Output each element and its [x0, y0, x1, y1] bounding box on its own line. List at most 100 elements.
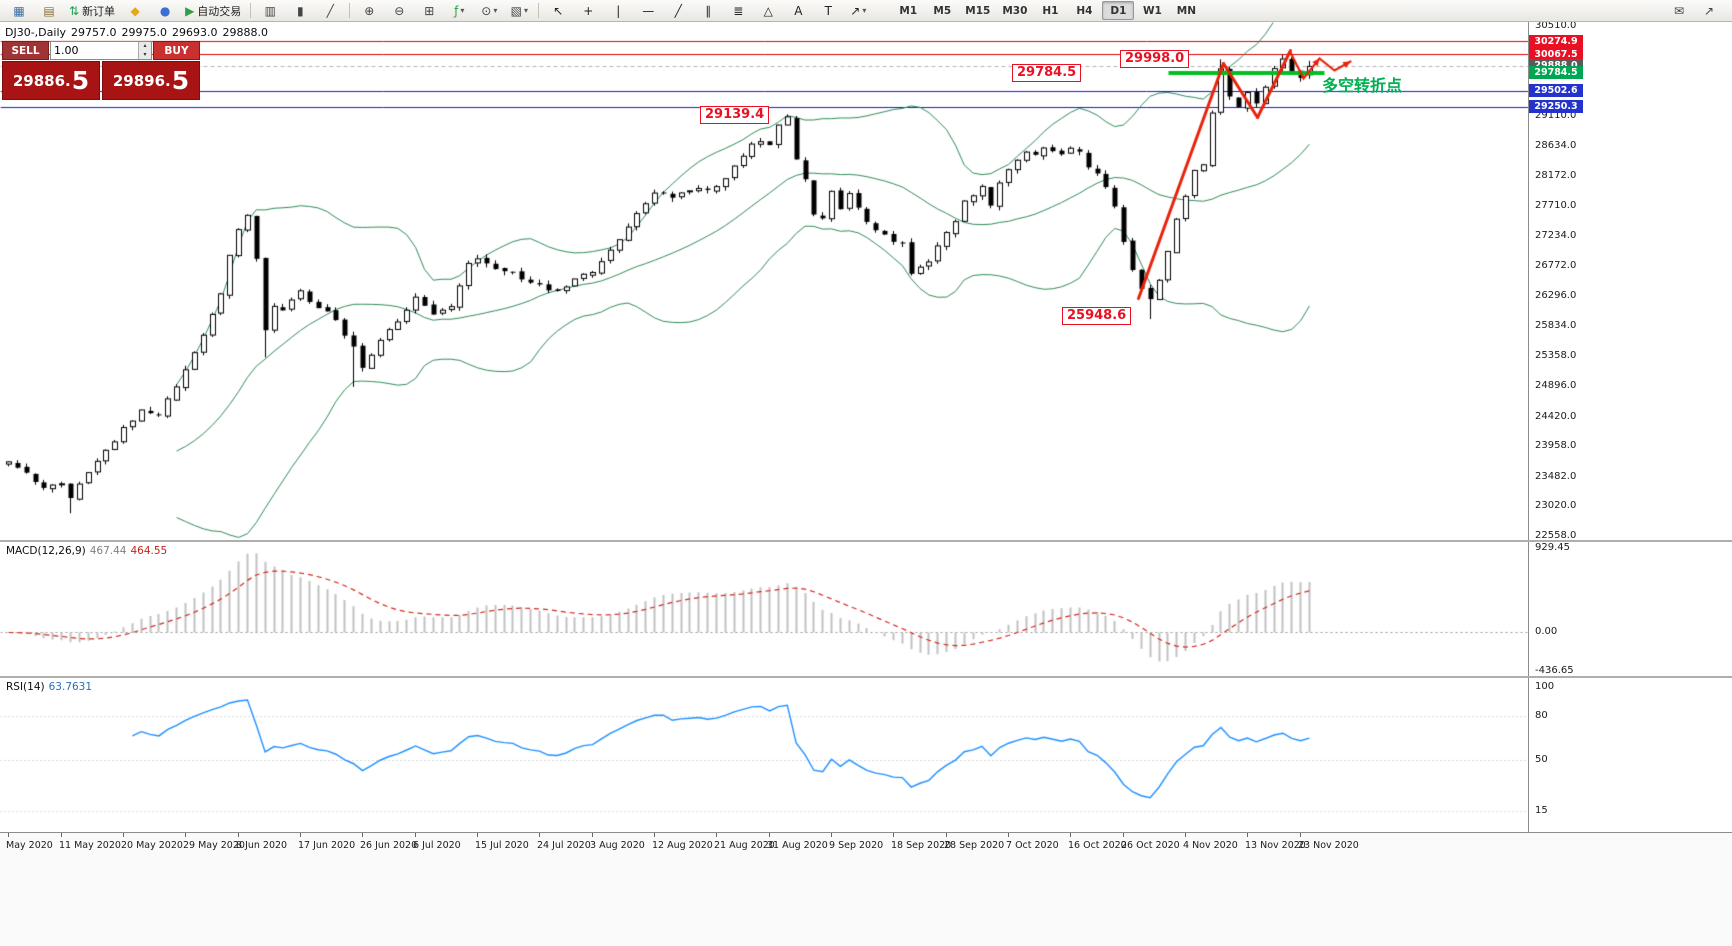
- tab-timeframe-h1[interactable]: H1: [1042, 4, 1059, 17]
- price-axis[interactable]: 30510.0 29110.0 28634.0 28172.0 27710.0 27234…: [1528, 20, 1732, 832]
- time-axis-tick: [1008, 833, 1009, 837]
- time-axis-tick: [8, 833, 9, 837]
- time-axis-label: 6 Jul 2020: [413, 840, 461, 851]
- arrows-button[interactable]: ↗ ▾: [844, 1, 872, 21]
- horizontal-line-button[interactable]: —: [634, 1, 662, 21]
- time-axis-label: 4 Nov 2020: [1183, 840, 1238, 851]
- bar-chart-type-button[interactable]: ▥: [256, 1, 284, 21]
- rsi-axis-value: 80: [1535, 710, 1548, 722]
- tab-timeframe-w1[interactable]: W1: [1142, 4, 1162, 17]
- periods-icon: ⊙: [481, 3, 492, 18]
- tab-timeframe-h4[interactable]: H4: [1076, 4, 1093, 17]
- zoom-out-button[interactable]: ⊖: [385, 1, 413, 21]
- bar-chart-type-icon: ▥: [264, 3, 276, 18]
- tab-timeframe-d1[interactable]: D1: [1102, 1, 1135, 20]
- time-axis-label: 18 Sep 2020: [891, 840, 952, 851]
- mql-market-button[interactable]: ◆: [121, 1, 149, 21]
- time-axis-tick: [1070, 833, 1071, 837]
- time-axis-label: 28 Sep 2020: [944, 840, 1005, 851]
- sell-button[interactable]: SELL: [2, 41, 49, 60]
- share-button[interactable]: ↗: [1695, 1, 1723, 21]
- vertical-line-button[interactable]: |: [604, 1, 632, 21]
- time-axis-label: 20 May 2020: [121, 840, 183, 851]
- macd-indicator-label: MACD(12,26,9) 467.44 464.55: [6, 545, 167, 557]
- new-order-button[interactable]: ⇅ 新订单: [65, 1, 119, 21]
- price-axis-tick: 24420.0: [1535, 410, 1577, 422]
- share-icon: ↗: [1703, 3, 1715, 18]
- volume-spinner[interactable]: ▴ ▾: [138, 42, 151, 59]
- price-axis-tick: 26296.0: [1535, 290, 1577, 302]
- price-axis-tick: 22558.0: [1535, 530, 1577, 541]
- line-chart-type-button[interactable]: ╱: [316, 1, 344, 21]
- time-axis-tick: [123, 833, 124, 837]
- trendline-button[interactable]: ╱: [664, 1, 692, 21]
- crosshair-button[interactable]: +: [574, 1, 602, 21]
- time-axis-label: 17 Jun 2020: [298, 840, 356, 851]
- time-axis[interactable]: May 2020 11 May 2020 20 May 2020 29 May 202…: [0, 832, 1732, 946]
- tab-timeframe-mn[interactable]: MN: [1176, 4, 1197, 17]
- rsi-indicator-label: RSI(14) 63.7631: [6, 681, 92, 693]
- time-axis-tick: [1300, 833, 1301, 837]
- new-order-icon: ⇅: [69, 3, 80, 18]
- time-axis-tick: [362, 833, 363, 837]
- cursor-button[interactable]: ↖: [544, 1, 572, 21]
- trendline-icon: ╱: [674, 3, 682, 18]
- tab-timeframe-m5[interactable]: M5: [933, 4, 952, 17]
- time-axis-label: 31 Aug 2020: [767, 840, 828, 851]
- time-axis-label: 3 Aug 2020: [590, 840, 645, 851]
- volume-input[interactable]: [51, 42, 138, 59]
- tab-timeframe-m1[interactable]: M1: [899, 4, 918, 17]
- volume-increase-icon[interactable]: ▴: [139, 42, 151, 51]
- text-label-button[interactable]: T: [814, 1, 842, 21]
- bid-price[interactable]: 29886. 5: [2, 61, 100, 100]
- time-axis-tick: [946, 833, 947, 837]
- pane-separator[interactable]: [0, 540, 1732, 542]
- ask-price[interactable]: 29896. 5: [102, 61, 200, 100]
- price-axis-tick: 27234.0: [1535, 230, 1577, 242]
- tile-windows-button[interactable]: ⊞: [415, 1, 443, 21]
- fibonacci-button[interactable]: ≣: [724, 1, 752, 21]
- time-axis-tick: [238, 833, 239, 837]
- volume-decrease-icon[interactable]: ▾: [139, 50, 151, 59]
- periods-button[interactable]: ⊙ ▾: [475, 1, 503, 21]
- chart-symbol-period: DJ30-,Daily: [5, 26, 67, 39]
- cursor-icon: ↖: [553, 3, 564, 18]
- ohlc-low: 29693.0: [172, 26, 218, 39]
- text-label-icon: T: [824, 3, 832, 18]
- buy-button[interactable]: BUY: [153, 41, 200, 60]
- templates-icon: ▧: [510, 3, 522, 18]
- chevron-down-icon[interactable]: ▾: [460, 6, 465, 15]
- one-click-trading-panel: SELL ▴ ▾ BUY 29886. 5 29896. 5: [2, 41, 200, 100]
- price-tag: 30274.9: [1529, 34, 1583, 48]
- templates-button[interactable]: ▧ ▾: [505, 1, 533, 21]
- time-axis-label: 12 Aug 2020: [652, 840, 713, 851]
- equidistant-channel-button[interactable]: ∥: [694, 1, 722, 21]
- chevron-down-icon[interactable]: ▾: [493, 6, 498, 15]
- chevron-down-icon[interactable]: ▾: [523, 6, 528, 15]
- profiles-button[interactable]: ▤: [35, 1, 63, 21]
- line-chart-type-icon: ╱: [326, 3, 334, 18]
- bid-price-main: 29886.: [12, 71, 71, 90]
- toolbar-left-group: ▦ ▤ ⇅ 新订单 ◆ ● ▶ 自动交易 ▥ ▮ ╱ ⊕ ⊖ ⊞ ƒ ▾ ⊙ ▾ ▧ ▾ ↖ + | — ╱ ∥ ≣ △ A T ↗ ▾: [4, 0, 873, 21]
- pane-separator[interactable]: [0, 676, 1732, 678]
- tab-timeframe-m15[interactable]: M15: [965, 4, 991, 17]
- tab-timeframe-m30[interactable]: M30: [1002, 4, 1028, 17]
- indicators-button[interactable]: ƒ ▾: [445, 1, 473, 21]
- text-button[interactable]: A: [784, 1, 812, 21]
- autotrade-button[interactable]: ▶ 自动交易: [181, 1, 245, 21]
- price-tag: 30067.5: [1529, 47, 1583, 61]
- community-icon: ●: [159, 3, 171, 18]
- text-icon: A: [794, 3, 803, 18]
- candlestick-chart-type-button[interactable]: ▮: [286, 1, 314, 21]
- community-button[interactable]: ●: [151, 1, 179, 21]
- vertical-line-icon: |: [616, 3, 621, 18]
- messages-button[interactable]: ✉: [1665, 1, 1693, 21]
- main-toolbar: ▦ ▤ ⇅ 新订单 ◆ ● ▶ 自动交易 ▥ ▮ ╱ ⊕ ⊖ ⊞ ƒ ▾ ⊙ ▾ ▧ ▾ ↖ + | — ╱ ∥ ≣ △ A T ↗ ▾ M1…: [0, 0, 1732, 22]
- new-chart-button[interactable]: ▦: [5, 1, 33, 21]
- chevron-down-icon[interactable]: ▾: [862, 6, 867, 15]
- volume-stepper[interactable]: ▴ ▾: [50, 41, 152, 60]
- ohlc-high: 29975.0: [121, 26, 168, 39]
- shapes-button[interactable]: △: [754, 1, 782, 21]
- zoom-in-button[interactable]: ⊕: [355, 1, 383, 21]
